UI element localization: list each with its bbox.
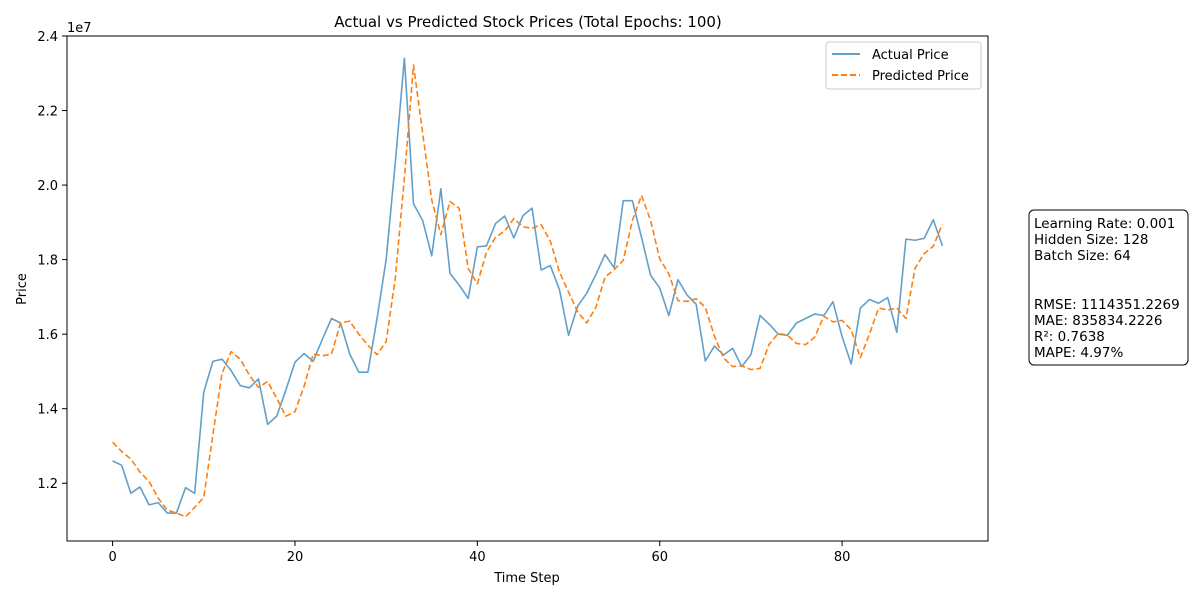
info-hidden-size: Hidden Size: 128 [1034,232,1149,248]
plot-area [112,57,944,518]
legend: Actual Price Predicted Price [825,41,982,90]
legend-box [825,41,982,90]
y-tick-label-24: 2.4 [37,30,58,45]
legend-label-actual: Actual Price [872,48,949,63]
info-r2: R²: 0.7638 [1034,329,1105,345]
legend-label-predicted: Predicted Price [872,69,969,84]
y-tick-label-14: 1.4 [37,403,58,418]
info-batch-size: Batch Size: 64 [1034,248,1131,264]
axes-frame [66,35,989,542]
x-axis-label: Time Step [493,571,560,586]
x-tick-label-20: 20 [287,550,304,565]
x-tick-label-40: 40 [469,550,486,565]
info-learning-rate: Learning Rate: 0.001 [1034,216,1175,232]
x-tick-label-0: 0 [108,550,116,565]
y-tick-label-20: 2.0 [37,179,58,194]
y-tick-label-22: 2.2 [37,105,58,120]
info-box: Learning Rate: 0.001 Hidden Size: 128 Ba… [1028,209,1189,366]
y-tick-label-12: 1.2 [37,477,58,492]
x-tick-label-80: 80 [834,550,851,565]
chart-title: Actual vs Predicted Stock Prices (Total … [334,13,722,31]
info-mae: MAE: 835834.2226 [1034,313,1162,329]
y-axis: 1.2 1.4 1.6 1.8 2.0 2.2 2.4 [37,30,67,492]
info-box-frame [1028,209,1189,366]
y-tick-label-16: 1.6 [37,328,58,343]
series-line-actual [112,57,944,514]
series-line-predicted [112,64,944,518]
y-scale-label: 1e7 [67,21,92,36]
info-rmse: RMSE: 1114351.2269 [1034,297,1180,313]
info-mape: MAPE: 4.97% [1034,345,1123,361]
y-tick-label-18: 1.8 [37,254,58,269]
y-axis-label: Price [15,273,30,305]
x-axis: 0 20 40 60 80 [108,541,850,565]
x-tick-label-60: 60 [651,550,668,565]
